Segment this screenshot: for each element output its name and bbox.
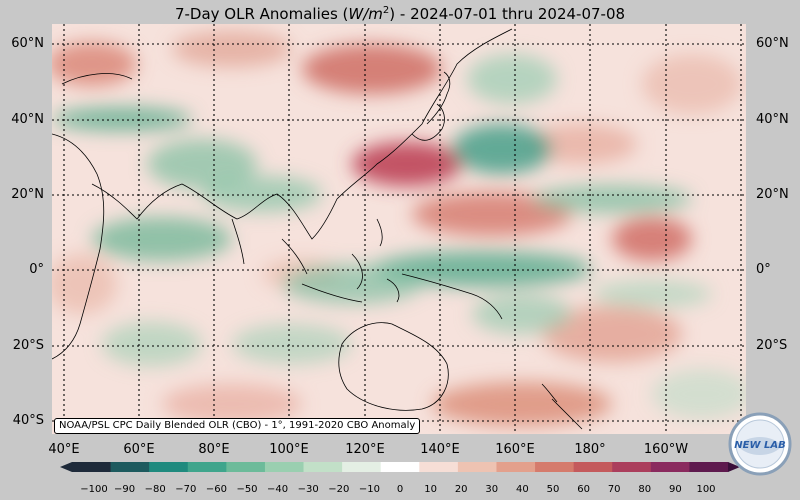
colorbar-segment: [380, 462, 420, 472]
colorbar-tick-label: −60: [205, 484, 227, 495]
anomaly-map[interactable]: [52, 24, 746, 434]
colorbar-max-arrow: [728, 462, 740, 472]
colorbar-tick-label: 90: [669, 484, 682, 495]
lat-label-left: 60°N: [11, 36, 44, 51]
colorbar-segment: [110, 462, 150, 472]
map-canvas: [52, 24, 746, 434]
colorbar-tick-label: −20: [328, 484, 350, 495]
colorbar-tick-label: 60: [577, 484, 590, 495]
colorbar-tick-label: 100: [696, 484, 716, 495]
colorbar-segment: [342, 462, 382, 472]
lat-label-right: 20°N: [756, 187, 789, 202]
lat-label-left: 40°N: [11, 112, 44, 127]
lat-label-right: 60°N: [756, 36, 789, 51]
colorbar-tick-label: −100: [80, 484, 108, 495]
colorbar-segment: [72, 462, 112, 472]
colorbar-segment: [496, 462, 536, 472]
colorbar-segment: [573, 462, 613, 472]
colorbar-tick-label: 10: [424, 484, 437, 495]
lon-label: 80°E: [198, 442, 230, 457]
lon-label: 140°E: [420, 442, 460, 457]
lat-label-left: 20°N: [11, 187, 44, 202]
lat-label-left: 0°: [29, 262, 44, 277]
data-source-attribution: NOAA/PSL CPC Daily Blended OLR (CBO) - 1…: [54, 418, 421, 434]
lon-label: 60°E: [123, 442, 155, 457]
lon-label: 160°E: [495, 442, 535, 457]
lon-label: 40°E: [48, 442, 80, 457]
colorbar-segment: [264, 462, 305, 472]
coastlines: [52, 28, 583, 430]
colorbar-tick-label: 70: [607, 484, 621, 495]
colorbar-tick-label: −30: [297, 484, 319, 495]
lon-label: 160°W: [643, 442, 689, 457]
lon-label: 120°E: [345, 442, 385, 457]
anomaly-field: [52, 31, 746, 426]
colorbar-segment: [689, 462, 729, 472]
colorbar-segment: [612, 462, 652, 472]
colorbar-tick-label: −80: [144, 484, 166, 495]
colorbar-min-arrow: [60, 462, 72, 472]
lat-label-right: 20°S: [756, 338, 788, 353]
colorbar-tick-label: 80: [638, 484, 652, 495]
colorbar-tick-label: 20: [454, 484, 468, 495]
svg-text:NEW LAB: NEW LAB: [734, 440, 785, 451]
colorbar-tick-label: 40: [516, 484, 529, 495]
colorbar: −100 −90 −80 −70 −60 −50 −40 −30 −20 −10 0 10 20 30 40…: [60, 462, 740, 500]
lon-label: 100°E: [269, 442, 309, 457]
colorbar-bar: [60, 462, 740, 472]
map-title: 7-Day OLR Anomalies (W/m2) - 2024-07-01 …: [174, 5, 626, 23]
colorbar-segment: [457, 462, 497, 472]
lon-label: 180°: [574, 442, 606, 457]
colorbar-segment: [226, 462, 266, 472]
colorbar-segment: [650, 462, 690, 472]
colorbar-segment: [419, 462, 459, 472]
colorbar-segment: [149, 462, 189, 472]
colorbar-tick-label: −40: [267, 484, 289, 495]
colorbar-tick-label: 50: [546, 484, 560, 495]
colorbar-tick-label: 30: [485, 484, 499, 495]
lat-label-left: 20°S: [12, 338, 44, 353]
colorbar-segment: [187, 462, 227, 472]
colorbar-segment: [303, 462, 343, 472]
colorbar-segment: [535, 462, 575, 472]
colorbar-tick-label: −90: [114, 484, 136, 495]
colorbar-tick-label: −50: [236, 484, 258, 495]
colorbar-tick-label: 0: [396, 484, 404, 495]
colorbar-tick-label: −10: [358, 484, 380, 495]
lab-logo-icon: NEW LAB: [728, 412, 792, 476]
lat-label-right: 0°: [756, 262, 771, 277]
lat-label-left: 40°S: [12, 413, 44, 428]
lat-label-right: 40°N: [756, 112, 789, 127]
colorbar-tick-label: −70: [175, 484, 197, 495]
